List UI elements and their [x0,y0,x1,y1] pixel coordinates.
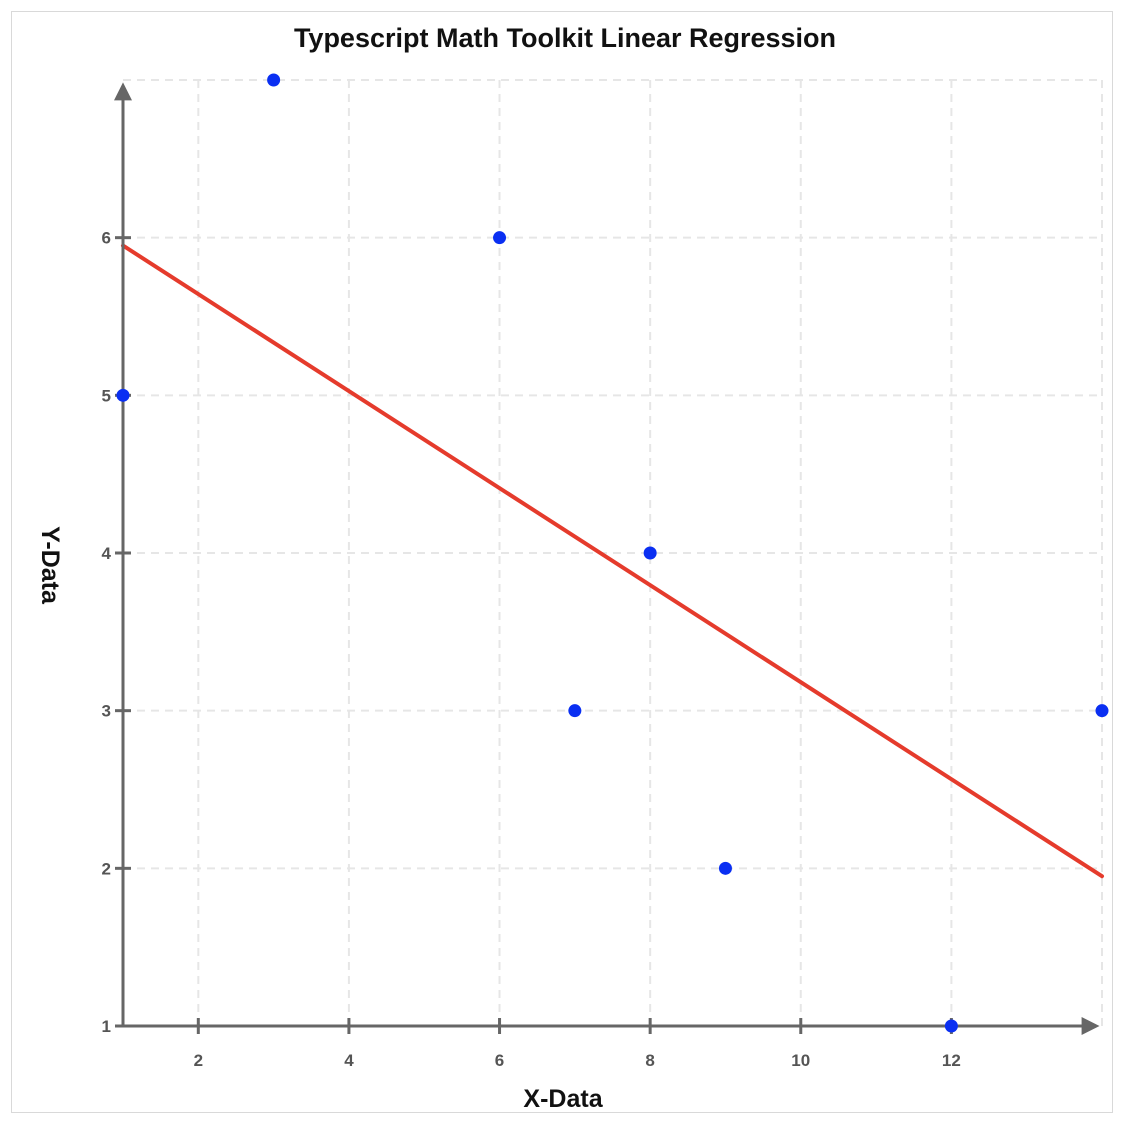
grid [123,79,1103,1026]
x-axis-label: X-Data [523,1085,603,1113]
x-tick-label: 4 [344,1051,354,1070]
data-point [568,704,582,718]
x-tick-label: 12 [942,1051,961,1070]
regression-line [121,243,1104,879]
data-point [643,546,657,560]
data-point [944,1019,958,1033]
data-point [718,861,732,875]
data-point [1095,704,1109,718]
y-tick-label: 5 [102,386,111,405]
y-tick-label: 1 [102,1017,111,1036]
data-point [493,231,507,245]
y-axis-label: Y-Data [36,526,64,605]
y-tick-label: 2 [102,859,111,878]
y-tick-label: 4 [102,544,112,563]
chart-title: Typescript Math Toolkit Linear Regressio… [294,23,836,53]
data-point [267,73,281,87]
x-tick-label: 2 [194,1051,203,1070]
x-tick-label: 10 [791,1051,810,1070]
data-points [116,73,1109,1033]
regression-layer [121,243,1104,879]
x-tick-label: 8 [645,1051,654,1070]
data-point [116,388,130,402]
y-tick-label: 6 [102,229,111,248]
x-tick-label: 6 [495,1051,504,1070]
y-tick-label: 3 [102,702,111,721]
axes [114,82,1100,1035]
chart-frame [11,11,1113,1113]
